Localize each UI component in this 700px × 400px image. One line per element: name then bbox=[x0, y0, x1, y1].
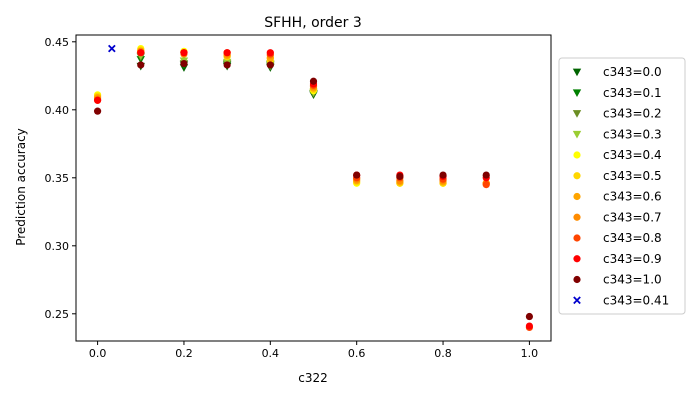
data-point bbox=[93, 96, 102, 104]
plot-frame bbox=[75, 34, 552, 342]
y-tick-label: 0.25 bbox=[45, 308, 70, 321]
legend-marker bbox=[572, 130, 582, 139]
legend: c343=0.0 c343=0.1 c343=0.2 c343=0.3 c343=0.4… bbox=[558, 57, 686, 315]
data-point bbox=[482, 171, 490, 179]
data-point bbox=[137, 49, 145, 57]
x-tick-label: 0.0 bbox=[89, 347, 107, 360]
legend-entry-label: c343=0.2 bbox=[603, 107, 662, 121]
data-point bbox=[137, 61, 145, 69]
data-point bbox=[482, 181, 490, 189]
data-point bbox=[525, 322, 534, 330]
legend-marker bbox=[572, 110, 582, 118]
x-tick-label: 0.8 bbox=[434, 347, 452, 360]
legend-box bbox=[558, 57, 686, 315]
data-point bbox=[439, 171, 447, 179]
data-point bbox=[525, 312, 534, 321]
data-point bbox=[180, 59, 188, 68]
x-tick-label: 0.4 bbox=[262, 347, 280, 360]
data-points bbox=[93, 44, 534, 331]
data-point bbox=[396, 172, 404, 181]
legend-entry-label: c343=0.41 bbox=[603, 293, 669, 307]
legend-marker bbox=[573, 296, 581, 305]
data-point bbox=[266, 49, 274, 57]
legend-marker bbox=[573, 275, 581, 284]
y-tick-label: 0.30 bbox=[45, 240, 70, 253]
legend-marker bbox=[573, 255, 581, 263]
data-point bbox=[309, 77, 318, 85]
legend-entry-label: c343=1.0 bbox=[603, 273, 662, 287]
legend-entry-label: c343=0.0 bbox=[603, 65, 662, 79]
axes: 0.0 0.2 0.4 0.6 0.8 1.0 0.25 0.30 0.35 0.40 0.45 bbox=[45, 36, 539, 360]
data-point bbox=[223, 61, 231, 69]
legend-marker bbox=[573, 172, 581, 180]
chart-title: SFHH, order 3 bbox=[264, 15, 362, 31]
legend-marker bbox=[572, 89, 582, 97]
legend-entry-label: c343=0.4 bbox=[603, 148, 662, 162]
data-point bbox=[353, 171, 361, 179]
legend-marker bbox=[573, 192, 581, 201]
x-tick-label: 0.6 bbox=[348, 347, 366, 360]
legend-marker bbox=[573, 213, 581, 221]
legend-entry-label: c343=0.8 bbox=[603, 231, 662, 245]
y-axis-label: Prediction accuracy bbox=[14, 128, 28, 246]
x-tick-label: 0.2 bbox=[175, 347, 193, 360]
data-point bbox=[266, 61, 274, 69]
legend-entry-label: c343=0.6 bbox=[603, 190, 662, 204]
legend-entry-label: c343=0.1 bbox=[603, 86, 662, 100]
y-tick-label: 0.45 bbox=[45, 36, 70, 49]
y-tick-label: 0.40 bbox=[45, 104, 70, 117]
data-point bbox=[108, 44, 116, 53]
legend-entry-label: c343=0.5 bbox=[603, 169, 662, 183]
data-point bbox=[223, 49, 231, 57]
x-axis-label: c322 bbox=[298, 371, 328, 385]
legend-marker bbox=[573, 151, 581, 159]
legend-entry-label: c343=0.3 bbox=[603, 127, 662, 141]
legend-marker bbox=[572, 68, 582, 77]
x-tick-label: 1.0 bbox=[521, 347, 539, 360]
legend-entry-label: c343=0.7 bbox=[603, 210, 662, 224]
y-tick-label: 0.35 bbox=[45, 172, 70, 185]
data-point bbox=[180, 49, 188, 57]
legend-marker bbox=[573, 234, 581, 242]
data-point bbox=[93, 107, 102, 115]
legend-entry-label: c343=0.9 bbox=[603, 252, 662, 266]
